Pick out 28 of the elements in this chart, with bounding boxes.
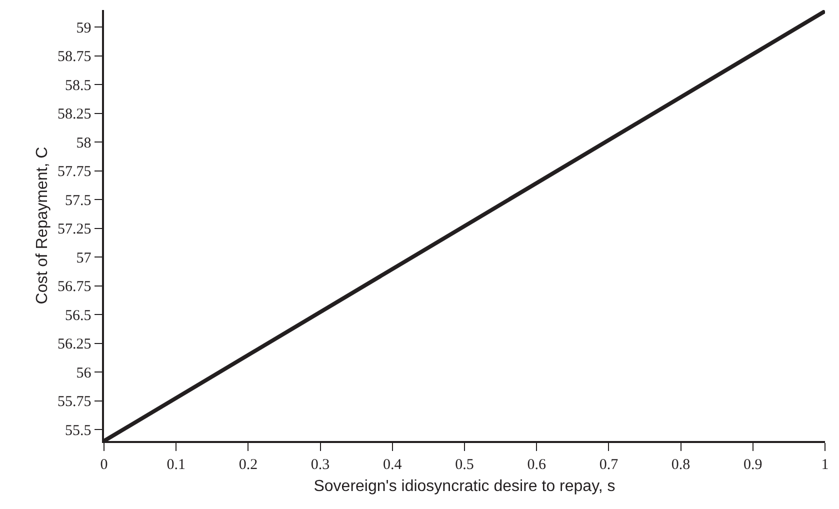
x-tick-label: 0.6 xyxy=(527,456,546,473)
x-tick-label: 1 xyxy=(821,456,829,473)
y-tick-label: 58.5 xyxy=(65,78,92,94)
y-tick-label: 55.75 xyxy=(58,394,92,410)
y-axis-title: Cost of Repayment, C xyxy=(34,146,51,304)
x-tick-label: 0.9 xyxy=(744,456,762,473)
y-tick-label: 59 xyxy=(76,20,92,36)
y-tick-label: 56.5 xyxy=(65,308,92,324)
x-tick-label: 0.8 xyxy=(671,456,690,473)
x-tick-label: 0.5 xyxy=(455,456,474,473)
y-tick-label: 56.25 xyxy=(58,336,92,353)
y-tick-label: 58.25 xyxy=(58,106,92,123)
y-tick-label: 55.5 xyxy=(65,422,92,439)
y-tick-label: 57.25 xyxy=(58,222,92,238)
x-tick-label: 0.7 xyxy=(599,456,619,473)
y-tick-label: 57.75 xyxy=(58,164,92,180)
x-tick-label: 0.2 xyxy=(238,456,258,473)
x-axis-title: Sovereign's idiosyncratic desire to repay, s xyxy=(314,478,616,495)
y-tick-label: 58.75 xyxy=(58,49,92,66)
y-tick-label: 57 xyxy=(76,250,92,266)
x-tick-label: 0.1 xyxy=(166,456,186,473)
y-tick-label: 57.5 xyxy=(65,192,92,209)
x-tick-label: 0 xyxy=(100,456,108,473)
x-tick-label: 0.3 xyxy=(310,456,330,473)
y-tick-label: 58 xyxy=(76,135,92,152)
x-tick-label: 0.4 xyxy=(383,456,402,473)
y-tick-label: 56 xyxy=(76,365,92,382)
y-tick-label: 56.75 xyxy=(58,279,92,296)
